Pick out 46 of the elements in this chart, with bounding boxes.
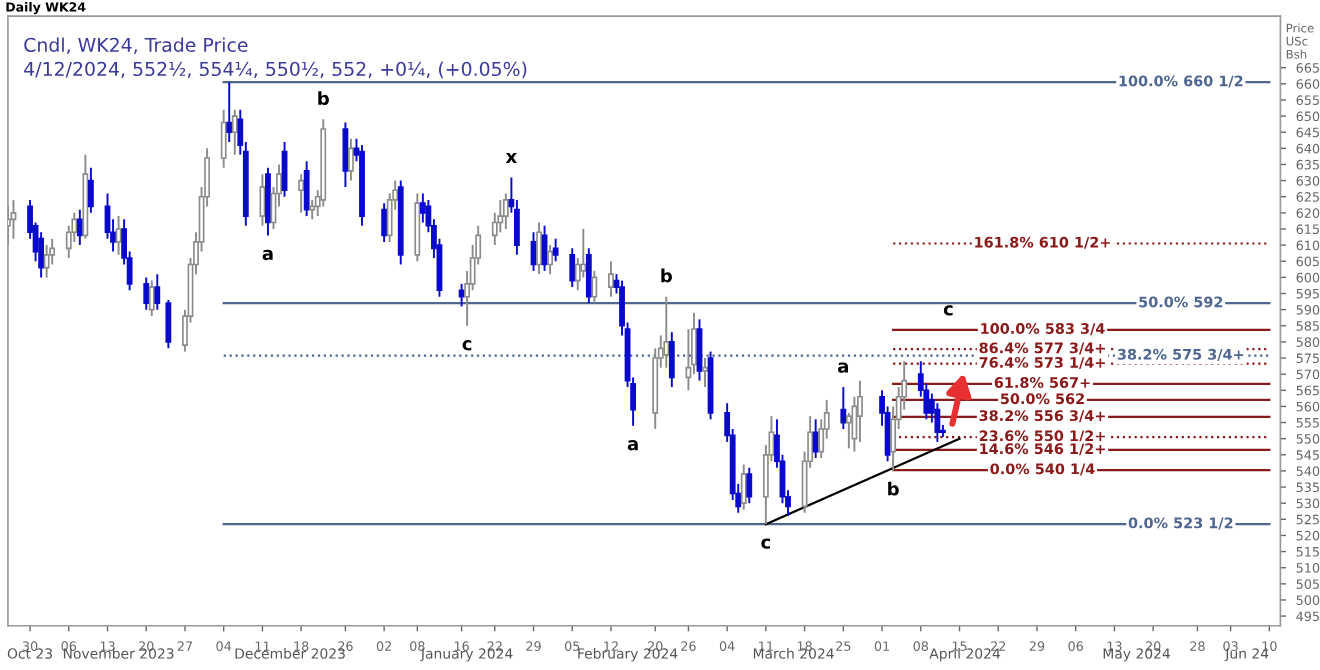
candlestick bbox=[38, 231, 45, 279]
candlestick bbox=[547, 244, 554, 276]
candlestick bbox=[585, 247, 592, 305]
annotation: a bbox=[838, 362, 848, 373]
candlestick bbox=[303, 160, 310, 218]
annotation: a bbox=[627, 440, 638, 451]
candlestick bbox=[934, 402, 941, 443]
candlestick bbox=[348, 137, 354, 182]
candlestick bbox=[552, 237, 559, 263]
candlestick bbox=[115, 215, 122, 256]
candlestick bbox=[10, 198, 17, 240]
candlestick bbox=[702, 357, 708, 389]
candlestick bbox=[220, 108, 227, 169]
candlestick bbox=[342, 121, 349, 189]
candlestick bbox=[419, 192, 426, 224]
candlestick bbox=[298, 173, 305, 214]
candlestick bbox=[740, 463, 747, 511]
candlestick bbox=[668, 331, 675, 389]
candlestick bbox=[663, 295, 670, 369]
candlestick bbox=[154, 273, 161, 311]
candlestick bbox=[165, 298, 172, 350]
candlestick bbox=[148, 279, 155, 318]
candlestick bbox=[591, 269, 598, 305]
annotation: b bbox=[888, 481, 899, 496]
candlestick bbox=[309, 198, 316, 221]
candlestick bbox=[458, 282, 465, 308]
candlestick bbox=[502, 192, 509, 230]
annotation: b bbox=[661, 268, 672, 283]
candlestick bbox=[840, 386, 847, 430]
annotation: c bbox=[462, 340, 472, 351]
annotation: a bbox=[262, 249, 273, 261]
candlestick bbox=[569, 247, 576, 289]
annotation: x bbox=[505, 153, 517, 163]
candlestick bbox=[87, 166, 94, 214]
candlestick bbox=[746, 466, 753, 505]
candlestick bbox=[226, 81, 233, 143]
candlestick bbox=[231, 108, 238, 156]
annotation: c bbox=[943, 305, 953, 316]
annotation: b bbox=[318, 91, 329, 106]
candlestick bbox=[608, 260, 614, 298]
candlestick bbox=[143, 276, 150, 311]
candlestick bbox=[536, 221, 542, 276]
candlestick bbox=[381, 202, 388, 243]
text: Cndl, WK24, Trade Price 4/12/2024, 552½, 554¼, 550½, 552, +0¼, (+0.05%) bbox=[24, 37, 527, 79]
annotation: c bbox=[761, 538, 771, 549]
candlestick bbox=[43, 244, 50, 279]
